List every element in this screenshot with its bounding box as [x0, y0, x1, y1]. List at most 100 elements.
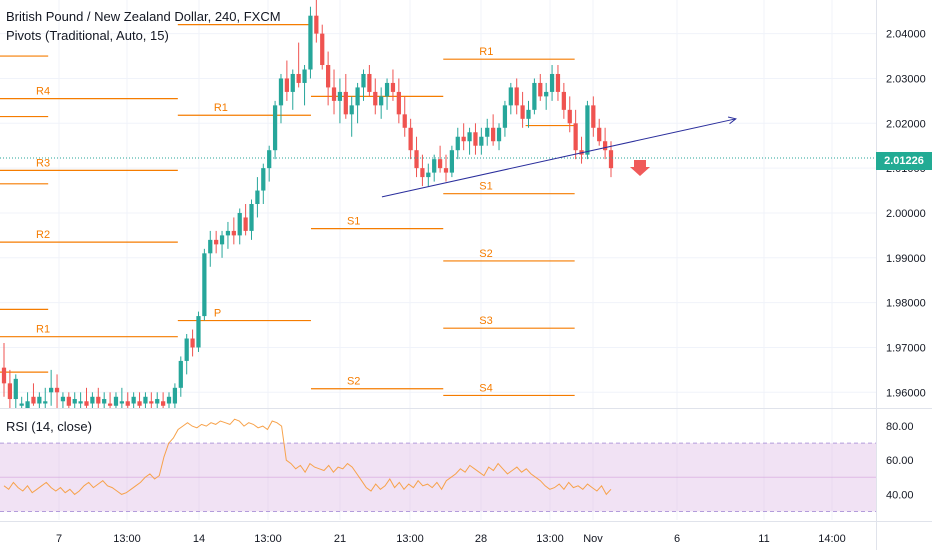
- pivot-label: S3: [479, 315, 492, 327]
- candle-body: [178, 360, 183, 388]
- candle-body: [149, 401, 154, 404]
- pivot-label: R1: [479, 46, 493, 58]
- candle-body: [555, 73, 561, 92]
- candle-body: [25, 401, 30, 408]
- candle-body: [473, 132, 478, 146]
- candle-body: [408, 127, 413, 151]
- candle-body: [267, 150, 272, 169]
- pivots-legend[interactable]: Pivots (Traditional, Auto, 15): [6, 28, 169, 43]
- rsi-pane: [0, 418, 876, 512]
- candle-body: [196, 316, 201, 348]
- candle-body: [443, 168, 449, 173]
- pivot-levels: R2R4R3R2R1R2R1PS1S2R1S1S2S3S4: [0, 24, 575, 397]
- candle-body: [426, 172, 431, 178]
- candle-body: [496, 127, 502, 142]
- down-arrow-icon: [630, 160, 650, 176]
- price-tick-label: 1.98000: [886, 298, 926, 310]
- candle-body: [54, 387, 60, 393]
- candle-body: [361, 73, 366, 88]
- time-tick-label: 13:00: [536, 533, 564, 545]
- candle-body: [296, 73, 301, 83]
- candle-body: [485, 127, 490, 137]
- candle-body: [31, 396, 36, 404]
- candle-body: [420, 168, 425, 178]
- rsi-tick-label: 40.00: [886, 489, 914, 501]
- candle-body: [396, 91, 401, 115]
- candle-body: [90, 396, 95, 404]
- candle-body: [231, 230, 236, 236]
- candle-body: [160, 401, 166, 406]
- candle-body: [326, 65, 331, 88]
- candle-body: [278, 78, 284, 106]
- candle-body: [526, 109, 531, 119]
- pivot-label: R1: [214, 102, 228, 114]
- price-tick-label: 2.03000: [886, 73, 926, 85]
- candle-body: [137, 401, 142, 406]
- candle-body: [343, 91, 348, 115]
- time-tick-label: 21: [334, 533, 346, 545]
- candle-body: [272, 105, 278, 151]
- candle-body: [214, 239, 219, 245]
- candle-body: [96, 396, 101, 404]
- candle-body: [508, 87, 513, 106]
- candle-body: [314, 15, 319, 34]
- candle-body: [60, 396, 66, 402]
- current-price-badge: 2.01226: [876, 152, 932, 170]
- price-tick-label: 1.99000: [886, 253, 926, 265]
- price-tick-label: 2.02000: [886, 118, 926, 130]
- candle-body: [237, 212, 242, 236]
- candle-body: [302, 69, 307, 83]
- candle-body: [461, 136, 466, 142]
- pivot-label: P: [214, 308, 221, 320]
- candle-body: [384, 82, 390, 97]
- candle-body: [184, 338, 189, 361]
- candle-body: [143, 396, 148, 404]
- candle-body: [255, 190, 260, 204]
- candlestick-series: [0, 0, 876, 408]
- trendline-drawing[interactable]: [381, 116, 737, 198]
- candle-body: [155, 399, 160, 404]
- candle-body: [379, 96, 384, 106]
- pivot-label: R4: [36, 86, 50, 98]
- candle-body: [337, 91, 343, 101]
- candle-body: [479, 136, 484, 146]
- pivot-label: S2: [347, 376, 360, 388]
- price-tick-label: 2.00000: [886, 208, 926, 220]
- pivot-label: R2: [36, 229, 50, 241]
- pivot-label: S1: [347, 216, 360, 228]
- candle-body: [520, 105, 525, 119]
- rsi-line: [3, 418, 612, 496]
- candle-body: [597, 127, 602, 142]
- candle-body: [331, 87, 337, 101]
- candle-body: [608, 150, 614, 169]
- candle-body: [19, 403, 24, 406]
- candle-body: [84, 401, 89, 406]
- candle-body: [367, 73, 372, 92]
- time-tick-label: 7: [56, 533, 62, 545]
- candle-body: [544, 91, 549, 97]
- candle-body: [225, 230, 231, 236]
- candle-body: [125, 401, 130, 406]
- candle-body: [1, 367, 7, 384]
- candle-body: [49, 387, 54, 393]
- candle-body: [78, 401, 83, 404]
- pivot-label: S1: [479, 181, 492, 193]
- trendline-arrowhead: [727, 116, 737, 125]
- chart-grid: [0, 0, 876, 520]
- candle-body: [43, 401, 48, 404]
- rsi-tick-label: 80.00: [886, 421, 914, 433]
- candle-body: [455, 136, 460, 151]
- candle-body: [402, 114, 407, 128]
- candle-body: [13, 378, 18, 400]
- candle-body: [249, 204, 254, 231]
- symbol-legend[interactable]: British Pound / New Zealand Dollar, 240,…: [6, 9, 281, 24]
- candle-body: [7, 383, 13, 400]
- rsi-legend[interactable]: RSI (14, close): [6, 419, 92, 434]
- price-tick-label: 2.04000: [886, 29, 926, 41]
- candle-body: [166, 396, 172, 404]
- candle-body: [567, 109, 572, 124]
- candle-body: [585, 105, 590, 155]
- candle-body: [373, 91, 378, 106]
